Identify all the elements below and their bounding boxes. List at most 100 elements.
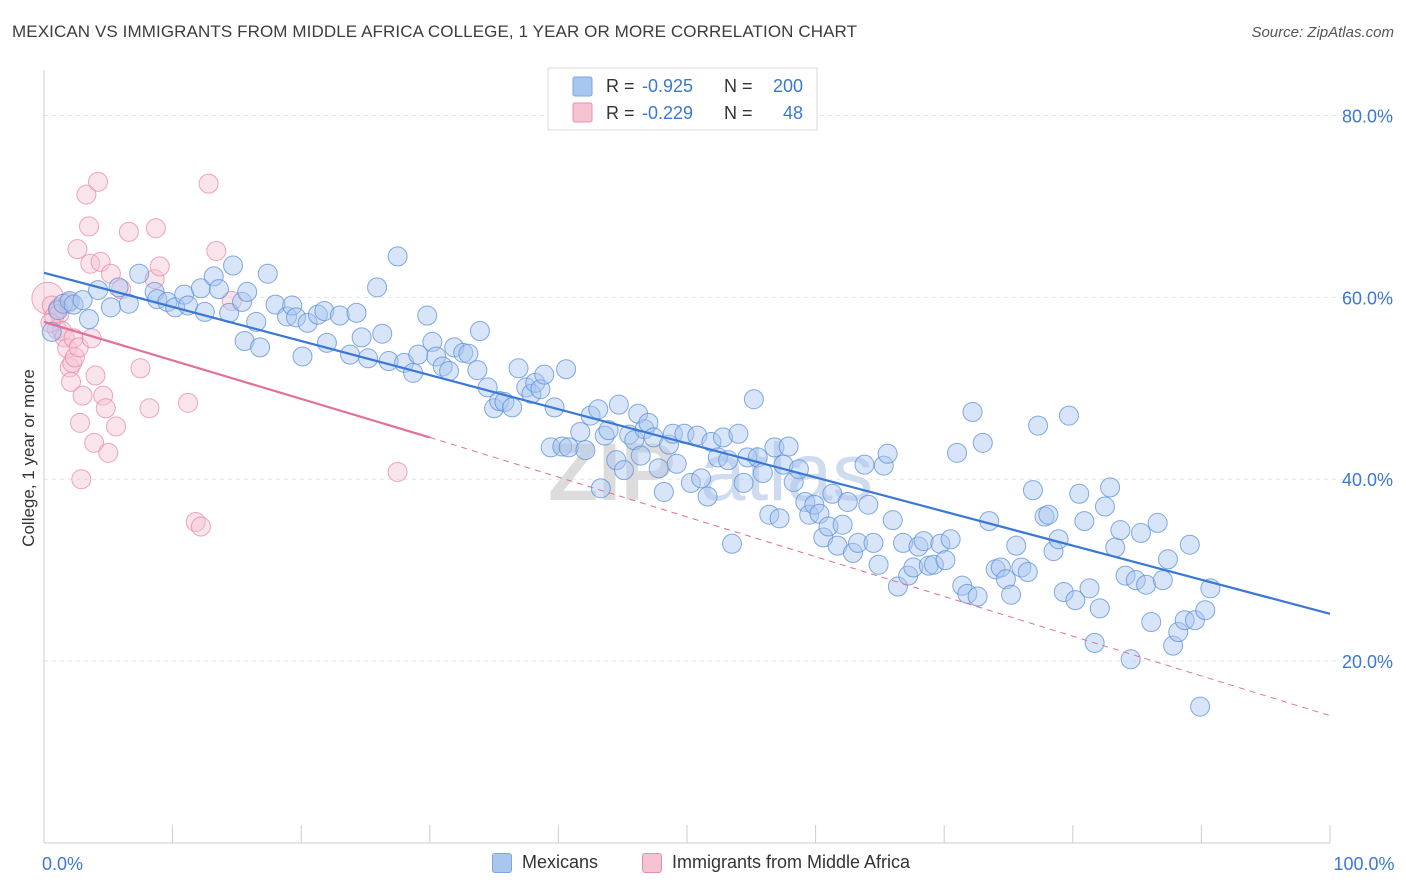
- point-mexicans-112: [743, 389, 764, 410]
- point-mexicans-53: [426, 346, 447, 367]
- point-mexicans-72: [540, 437, 561, 458]
- point-mexicans-27: [246, 311, 267, 332]
- gridlines: [44, 114, 1392, 662]
- point-middle-africa-22: [80, 253, 101, 274]
- point-mexicans-59: [467, 360, 488, 381]
- x-tick-label-1: 100.0%: [1333, 854, 1394, 874]
- point-mexicans-185: [1120, 649, 1141, 670]
- point-mexicans-83: [598, 420, 619, 441]
- point-mexicans-75: [556, 359, 577, 380]
- point-mexicans-35: [297, 312, 318, 333]
- point-mexicans-180: [1094, 496, 1115, 517]
- y-axis-label: College, 1 year or more: [19, 369, 38, 547]
- trend-line-0: [43, 271, 1331, 615]
- legend-swatch-mexicans: [572, 76, 593, 97]
- point-mexicans-106: [713, 427, 734, 448]
- point-mexicans-50: [408, 344, 429, 365]
- point-mexicans-19: [194, 301, 215, 322]
- point-middle-africa-29: [95, 398, 116, 419]
- point-mexicans-192: [1157, 549, 1178, 570]
- point-middle-africa-14: [64, 347, 85, 368]
- legend-n-label-2: N =: [724, 103, 753, 123]
- point-mexicans-146: [913, 531, 934, 552]
- point-mexicans-47: [387, 246, 408, 267]
- point-mexicans-63: [489, 391, 510, 412]
- point-mexicans-37: [314, 300, 335, 321]
- point-mexicans-6: [79, 309, 100, 330]
- axes: [43, 70, 1331, 844]
- point-mexicans-132: [842, 542, 863, 563]
- point-mexicans-193: [1163, 635, 1184, 656]
- bottom-legend-item-middle-africa: Immigrants from Middle Africa: [642, 852, 910, 873]
- point-mexicans-26: [234, 331, 255, 352]
- point-mexicans-138: [873, 455, 894, 476]
- point-mexicans-33: [286, 307, 307, 328]
- point-middle-africa-38: [145, 218, 166, 239]
- point-mexicans-124: [804, 494, 825, 515]
- point-mexicans-51: [417, 305, 438, 326]
- point-mexicans-90: [630, 445, 651, 466]
- y-tick-label-3: 80.0%: [1342, 106, 1393, 126]
- point-mexicans-34: [292, 346, 313, 367]
- bottom-legend-item-mexicans: Mexicans: [492, 852, 598, 873]
- point-mexicans-45: [372, 323, 393, 344]
- point-middle-africa-40: [178, 392, 199, 413]
- point-mexicans-104: [701, 431, 722, 452]
- point-mexicans-77: [570, 421, 591, 442]
- y-tick-label-0: 20.0%: [1342, 652, 1393, 672]
- point-mexicans-188: [1136, 574, 1157, 595]
- point-mexicans-139: [877, 443, 898, 464]
- point-mexicans-88: [624, 430, 645, 451]
- point-middle-africa-19: [72, 385, 93, 406]
- point-middle-africa-17: [70, 412, 91, 433]
- point-mexicans-197: [1184, 610, 1205, 631]
- point-middle-africa-25: [85, 365, 106, 386]
- point-middle-africa-26: [88, 171, 109, 192]
- point-mexicans-82: [594, 425, 615, 446]
- point-mexicans-71: [534, 364, 555, 385]
- point-mexicans-172: [1053, 582, 1074, 603]
- point-mexicans-175: [1069, 483, 1090, 504]
- point-mexicans-144: [903, 557, 924, 578]
- point-mexicans-68: [521, 383, 542, 404]
- point-mexicans-165: [1017, 561, 1038, 582]
- point-mexicans-134: [854, 454, 875, 475]
- point-mexicans-150: [935, 550, 956, 571]
- point-mexicans-176: [1074, 511, 1095, 532]
- point-mexicans-177: [1079, 578, 1100, 599]
- point-mexicans-103: [697, 486, 718, 507]
- point-mexicans-4: [63, 294, 84, 315]
- point-mexicans-42: [351, 327, 372, 348]
- point-mexicans-152: [947, 442, 968, 463]
- point-mexicans-7: [88, 280, 109, 301]
- point-mexicans-123: [799, 504, 820, 525]
- point-mexicans-44: [367, 277, 388, 298]
- trend-line-extended-1: [429, 436, 1331, 717]
- point-mexicans-108: [722, 533, 743, 554]
- point-mexicans-109: [728, 423, 749, 444]
- point-middle-africa-20: [76, 184, 97, 205]
- point-mexicans-137: [868, 554, 889, 575]
- point-mexicans-142: [893, 532, 914, 553]
- point-mexicans-157: [972, 432, 993, 453]
- point-mexicans-186: [1125, 570, 1146, 591]
- point-mexicans-20: [203, 266, 224, 287]
- point-mexicans-18: [190, 278, 211, 299]
- point-mexicans-140: [882, 510, 903, 531]
- trend-line-1: [43, 320, 431, 439]
- tick-labels: 20.0% 40.0% 60.0% 80.0% 0.0% 100.0%: [42, 106, 1395, 874]
- point-mexicans-167: [1028, 415, 1049, 436]
- point-mexicans-86: [613, 460, 634, 481]
- point-mexicans-160: [990, 557, 1011, 578]
- legend-r-value-2: -0.229: [642, 103, 693, 123]
- point-mexicans-80: [588, 399, 609, 420]
- point-mexicans-199: [1195, 600, 1216, 621]
- point-mexicans-162: [1001, 584, 1022, 605]
- chart-title: MEXICAN VS IMMIGRANTS FROM MIDDLE AFRICA…: [12, 22, 858, 41]
- point-mexicans-184: [1115, 565, 1136, 586]
- point-mexicans-57: [453, 342, 474, 363]
- y-tick-label-2: 60.0%: [1342, 288, 1393, 308]
- point-mexicans-66: [508, 358, 529, 379]
- point-middle-africa-43: [198, 173, 219, 194]
- point-middle-africa-36: [139, 398, 160, 419]
